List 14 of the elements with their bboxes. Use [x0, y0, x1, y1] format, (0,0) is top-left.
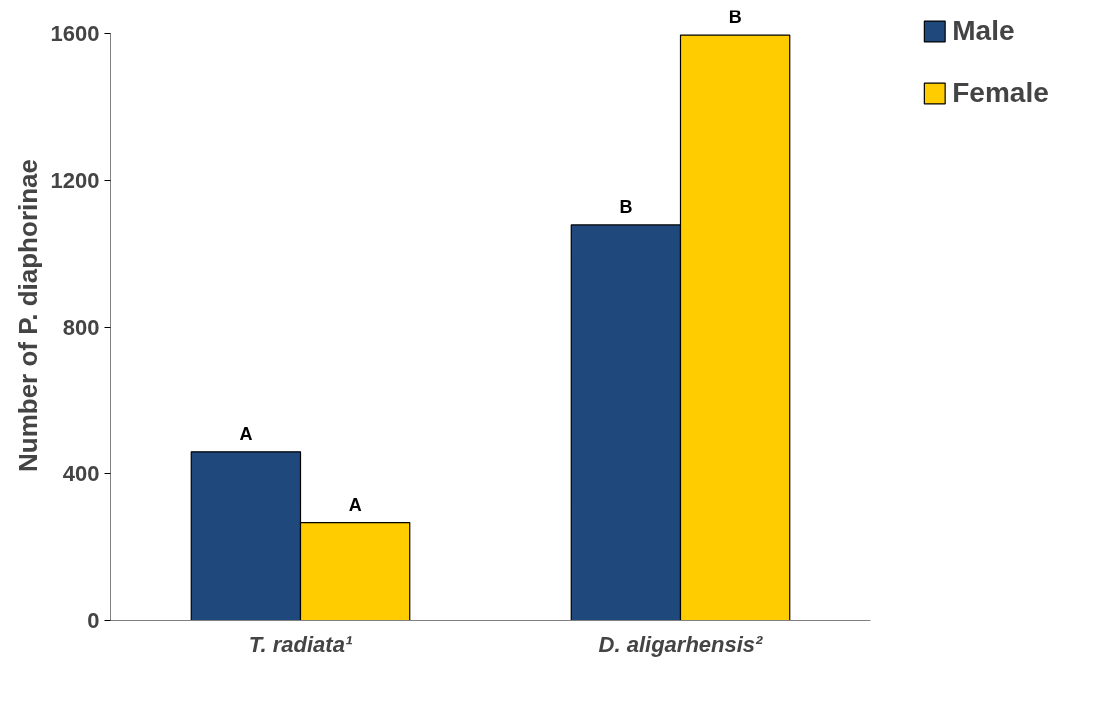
- text: B: [728, 7, 742, 28]
- y-tick-label: 800: [62, 314, 100, 340]
- legend-label: Male: [952, 15, 1015, 47]
- legend-label: Female: [952, 77, 1049, 109]
- x-tick-label: T. radiata¹: [248, 631, 353, 657]
- annotation: A: [348, 494, 362, 515]
- y-tick-label: 400: [62, 461, 100, 487]
- x-tick-label: D. aligarhensis²: [598, 631, 764, 657]
- y-axis-title: Number of P. diaphorinae: [12, 158, 43, 473]
- y-tick-label: 0: [87, 608, 100, 633]
- y-tick-label: 1200: [50, 168, 100, 194]
- annotation: A: [239, 423, 253, 444]
- y-tick-label: 1600: [50, 21, 100, 47]
- annotation: B: [619, 196, 633, 217]
